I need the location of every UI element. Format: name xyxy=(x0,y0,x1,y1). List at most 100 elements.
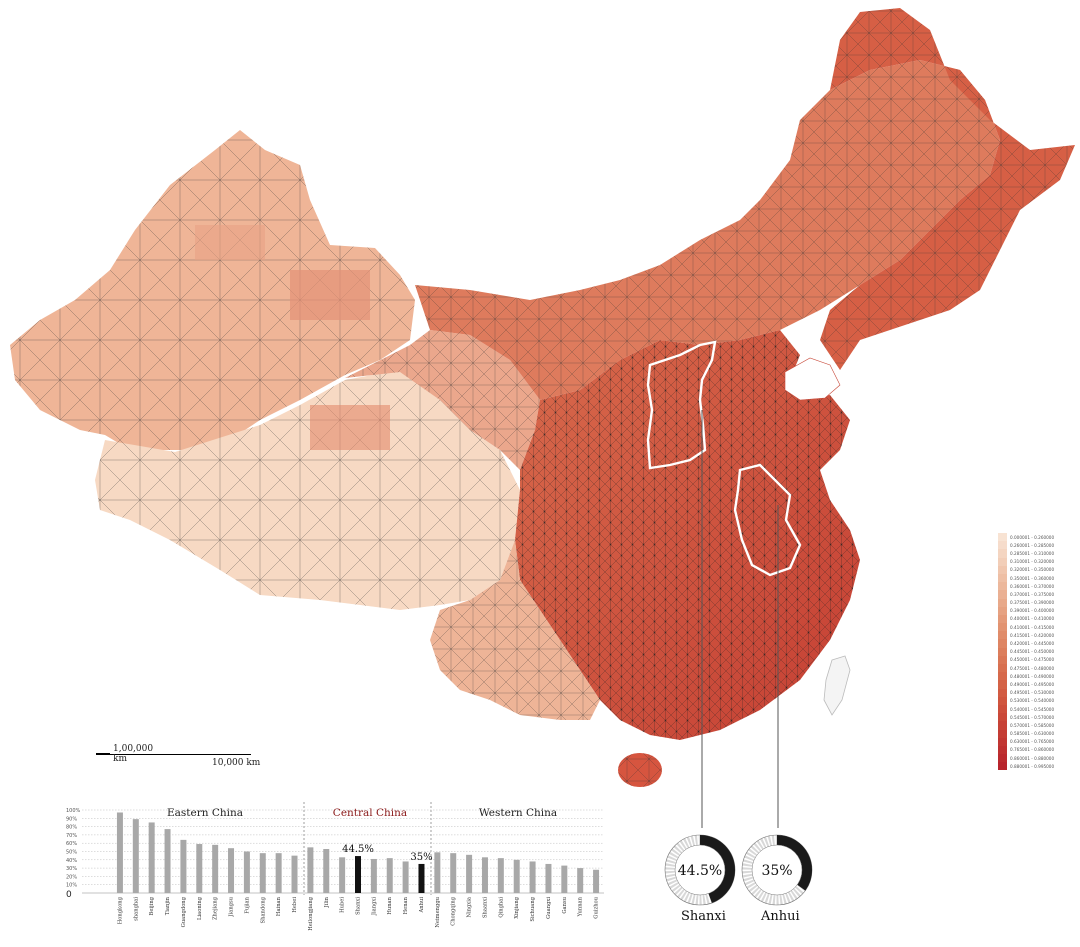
legend-label: 0.285001 - 0.310000 xyxy=(1010,550,1055,556)
bar xyxy=(243,851,250,893)
legend-label: 0.545001 - 0.570000 xyxy=(1010,714,1055,720)
bar xyxy=(116,812,123,893)
bar xyxy=(466,854,473,893)
legend-swatch xyxy=(998,590,1007,599)
scale-bar-large-label: 10,000 km xyxy=(212,758,261,768)
x-tick-label: Chongqing xyxy=(451,896,457,925)
legend-item: 0.860001 - 0.880000 xyxy=(998,754,1080,763)
legend-swatch xyxy=(998,557,1007,566)
x-tick-label: Fujian xyxy=(244,896,250,913)
legend-item: 0.360001 - 0.370000 xyxy=(998,582,1080,591)
donut-label-shanxi: Shanxi xyxy=(681,909,726,924)
y-tick-label: 60% xyxy=(66,841,77,847)
legend-item: 0.400001 - 0.410000 xyxy=(998,614,1080,624)
legend-item: 0.415001 - 0.420000 xyxy=(998,631,1080,640)
x-tick-label: Shanxi xyxy=(356,897,362,915)
legend-item: 0.310001 - 0.320000 xyxy=(998,557,1080,566)
legend-label: 0.480001 - 0.490000 xyxy=(1010,673,1055,679)
legend-swatch xyxy=(998,672,1007,681)
legend-item: 0.585001 - 0.630000 xyxy=(998,729,1080,738)
legend-label: 0.880001 - 0.995000 xyxy=(1010,763,1055,769)
x-tick-label: Yunnan xyxy=(578,896,584,917)
y-zero-label: 0 xyxy=(66,890,72,900)
x-tick-label: Zhejiang xyxy=(213,896,219,920)
legend-label: 0.530001 - 0.540000 xyxy=(1010,698,1055,704)
group-label: Western China xyxy=(479,807,557,819)
legend-swatch xyxy=(998,549,1007,558)
bar xyxy=(196,844,203,893)
bar xyxy=(212,844,219,893)
legend-label: 0.415001 - 0.420000 xyxy=(1010,632,1055,638)
y-tick-label: 30% xyxy=(66,866,77,872)
legend-item: 0.320001 - 0.350000 xyxy=(998,565,1080,574)
legend-label: 0.370001 - 0.375000 xyxy=(1010,591,1055,597)
legend-swatch xyxy=(998,745,1007,755)
anhui-outline xyxy=(733,463,802,577)
bar xyxy=(434,852,441,893)
bar-annotation: 44.5% xyxy=(342,844,374,855)
legend-label: 0.360001 - 0.370000 xyxy=(1010,583,1055,589)
legend-item: 0.475001 - 0.480000 xyxy=(998,664,1080,673)
y-tick-label: 90% xyxy=(66,816,77,822)
legend-item: 0.350001 - 0.360000 xyxy=(998,573,1080,583)
legend-swatch xyxy=(998,729,1007,738)
legend-item: 0.530001 - 0.540000 xyxy=(998,696,1080,705)
legend-item: 0.570001 - 0.585000 xyxy=(998,721,1080,730)
x-tick-label: Gansu xyxy=(562,896,568,913)
x-tick-label: Neimenggu xyxy=(435,896,441,927)
legend-label: 0.450001 - 0.475000 xyxy=(1010,657,1055,663)
legend-item: 0.410001 - 0.415000 xyxy=(998,623,1080,632)
y-tick-label: 100% xyxy=(66,808,81,814)
legend-swatch xyxy=(998,688,1007,697)
bar xyxy=(497,858,504,893)
bar xyxy=(339,857,346,893)
legend-swatch xyxy=(998,762,1007,771)
x-tick-label: Heilongjiang xyxy=(308,896,314,930)
legend-label: 0.570001 - 0.585000 xyxy=(1010,722,1055,728)
bar xyxy=(577,868,584,893)
bar xyxy=(132,819,139,893)
legend-item: 0.545001 - 0.570000 xyxy=(998,713,1080,722)
x-tick-label: Guizhou xyxy=(594,896,600,918)
legend-swatch xyxy=(998,606,1007,615)
x-tick-label: Shaanxi xyxy=(482,897,488,918)
legend-label: 0.420001 - 0.445000 xyxy=(1010,641,1055,647)
legend-swatch xyxy=(998,680,1007,689)
legend-item: 0.370001 - 0.375000 xyxy=(998,590,1080,599)
legend-label: 0.400001 - 0.410000 xyxy=(1010,616,1055,622)
x-tick-label: Beijing xyxy=(149,896,155,915)
x-tick-label: Guangxi xyxy=(546,897,552,919)
x-tick-label: Jiangsu xyxy=(229,896,235,917)
group-label: Central China xyxy=(333,807,407,819)
x-tick-label: Xinjiang xyxy=(514,896,520,918)
donut-hole xyxy=(751,844,803,896)
legend-item: 0.630001 - 0.765000 xyxy=(998,737,1080,746)
map-legend: 0.000001 - 0.260000 0.260001 - 0.285000 0.… xyxy=(998,533,1080,771)
legend-item: 0.285001 - 0.310000 xyxy=(998,549,1080,558)
x-tick-label: Ningxia xyxy=(467,897,473,918)
bar xyxy=(418,863,425,893)
bar xyxy=(275,853,282,893)
group-label: Eastern China xyxy=(167,807,243,819)
legend-item: 0.540001 - 0.545000 xyxy=(998,704,1080,714)
y-tick-label: 80% xyxy=(66,825,77,831)
donut-label-anhui: Anhui xyxy=(761,909,800,924)
x-tick-label: Qinghai xyxy=(498,897,504,918)
bar xyxy=(355,856,361,893)
legend-swatch xyxy=(998,565,1007,574)
legend-swatch xyxy=(998,754,1007,763)
legend-label: 0.375001 - 0.390000 xyxy=(1010,600,1055,606)
legend-item: 0.420001 - 0.445000 xyxy=(998,639,1080,648)
legend-label: 0.490001 - 0.495000 xyxy=(1010,681,1055,687)
bar xyxy=(545,863,552,893)
legend-swatch xyxy=(998,598,1007,607)
bar xyxy=(561,865,568,893)
legend-swatch xyxy=(998,721,1007,730)
legend-label: 0.445001 - 0.450000 xyxy=(1010,649,1055,655)
x-tick-label: Tianjin xyxy=(165,896,171,915)
legend-label: 0.310001 - 0.320000 xyxy=(1010,559,1055,565)
y-tick-label: 40% xyxy=(66,858,77,864)
